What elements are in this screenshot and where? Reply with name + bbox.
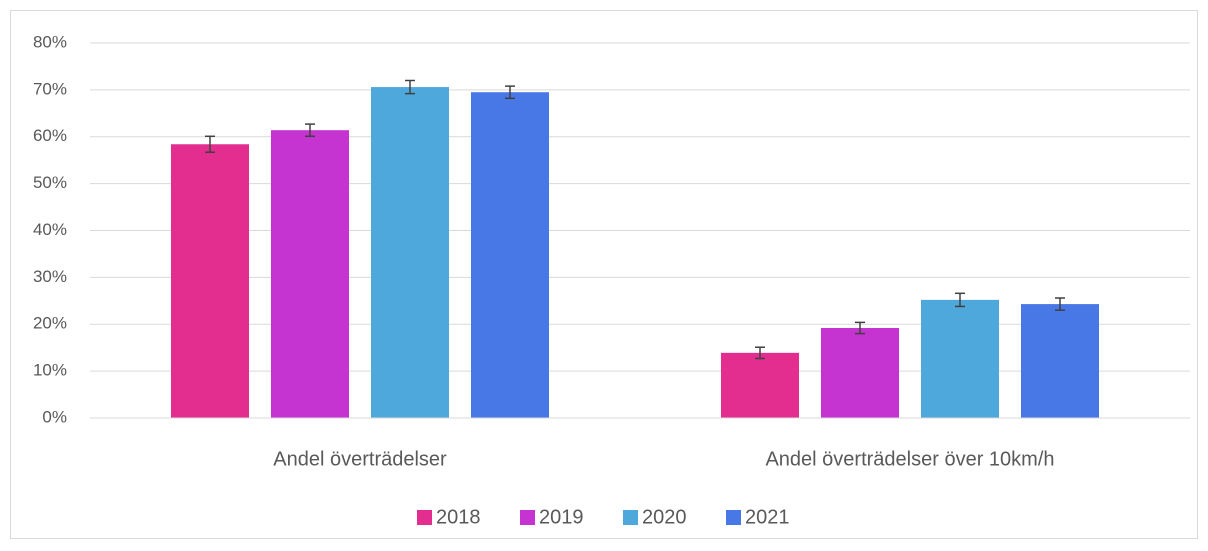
legend-swatch bbox=[520, 510, 535, 525]
y-tick-label: 30% bbox=[33, 267, 67, 286]
bar bbox=[271, 130, 349, 418]
bar bbox=[371, 87, 449, 418]
y-tick-label: 10% bbox=[33, 361, 67, 380]
error-bar bbox=[405, 79, 415, 95]
legend-swatch bbox=[623, 510, 638, 525]
bar bbox=[821, 328, 899, 418]
error-bar bbox=[1055, 297, 1065, 311]
y-tick-label: 40% bbox=[33, 220, 67, 239]
error-bar bbox=[305, 123, 315, 138]
bar bbox=[171, 144, 249, 418]
y-tick-label: 50% bbox=[33, 173, 67, 192]
error-bar bbox=[505, 85, 515, 100]
legend-label: 2019 bbox=[539, 506, 584, 528]
error-bar bbox=[955, 292, 965, 308]
bar bbox=[471, 92, 549, 418]
bar bbox=[1021, 304, 1099, 418]
y-tick-label: 70% bbox=[33, 79, 67, 98]
bar bbox=[921, 299, 999, 418]
legend-label: 2018 bbox=[436, 506, 481, 528]
error-bar bbox=[755, 346, 765, 360]
x-tick-label: Andel överträdelser bbox=[273, 448, 447, 470]
legend-swatch bbox=[726, 510, 741, 525]
x-tick-label: Andel överträdelser över 10km/h bbox=[765, 448, 1054, 470]
error-bar bbox=[205, 135, 215, 153]
y-tick-label: 80% bbox=[33, 32, 67, 51]
y-tick-label: 60% bbox=[33, 126, 67, 145]
legend-label: 2020 bbox=[642, 506, 687, 528]
y-tick-label: 20% bbox=[33, 314, 67, 333]
legend-label: 2021 bbox=[745, 506, 790, 528]
legend-swatch bbox=[417, 510, 432, 525]
error-bar bbox=[855, 321, 865, 335]
bar bbox=[721, 352, 799, 418]
y-tick-label: 0% bbox=[42, 407, 67, 426]
